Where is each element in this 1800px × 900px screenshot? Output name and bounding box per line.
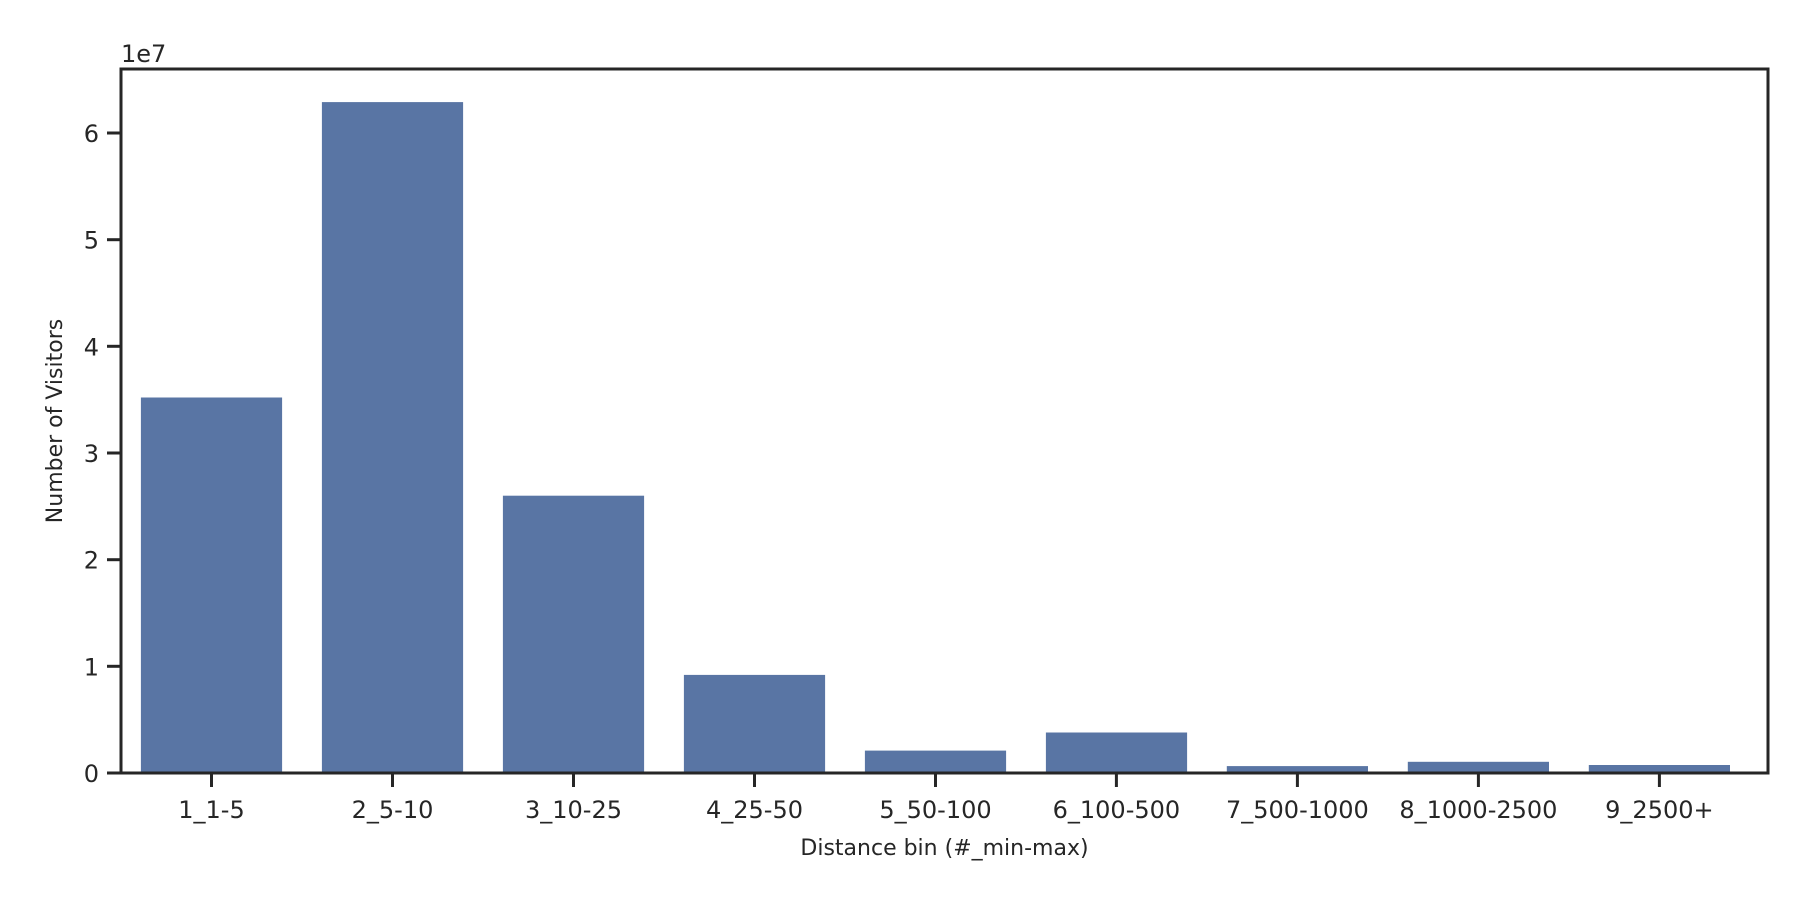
bar-8_1000-2500 (1407, 761, 1549, 773)
y-tick-label: 1 (84, 653, 99, 681)
bar-9_2500+ (1588, 765, 1730, 773)
y-axis-label: Number of Visitors (43, 319, 68, 523)
x-axis-ticks: 1_1-5 2_5-10 3_10-25 4_25-50 5_50-100 6_100-5… (178, 773, 1714, 824)
x-tick-label: 8_1000-2500 (1399, 796, 1557, 824)
x-tick-label: 5_50-100 (879, 796, 991, 824)
x-tick-label: 1_1-5 (178, 796, 244, 824)
y-tick-label: 4 (84, 333, 99, 361)
y-tick-label: 5 (84, 227, 99, 255)
x-tick-label: 3_10-25 (525, 796, 622, 824)
y-tick-label: 0 (84, 760, 99, 788)
x-tick-label: 4_25-50 (706, 796, 803, 824)
bar-4_25-50 (683, 674, 826, 773)
bar-7_500-1000 (1226, 766, 1368, 773)
bar-2_5-10 (321, 102, 464, 774)
y-tick-label: 3 (84, 440, 99, 468)
x-tick-label: 7_500-1000 (1226, 796, 1369, 824)
y-offset-label: 1e7 (121, 40, 166, 68)
bar-3_10-25 (502, 495, 645, 773)
bar-6_100-500 (1045, 732, 1188, 773)
y-axis-ticks: 0 1 2 3 4 5 6 (84, 120, 121, 788)
bar-1_1-5 (140, 397, 283, 773)
bars-group (140, 102, 1730, 774)
x-tick-label: 2_5-10 (352, 796, 434, 824)
bar-5_50-100 (864, 750, 1007, 773)
plot-frame (119, 67, 1770, 775)
x-axis-label: Distance bin (#_min-max) (800, 836, 1088, 861)
y-tick-label: 6 (84, 120, 99, 148)
x-tick-label: 9_2500+ (1605, 796, 1713, 824)
y-tick-label: 2 (84, 547, 99, 575)
x-tick-label: 6_100-500 (1053, 796, 1181, 824)
